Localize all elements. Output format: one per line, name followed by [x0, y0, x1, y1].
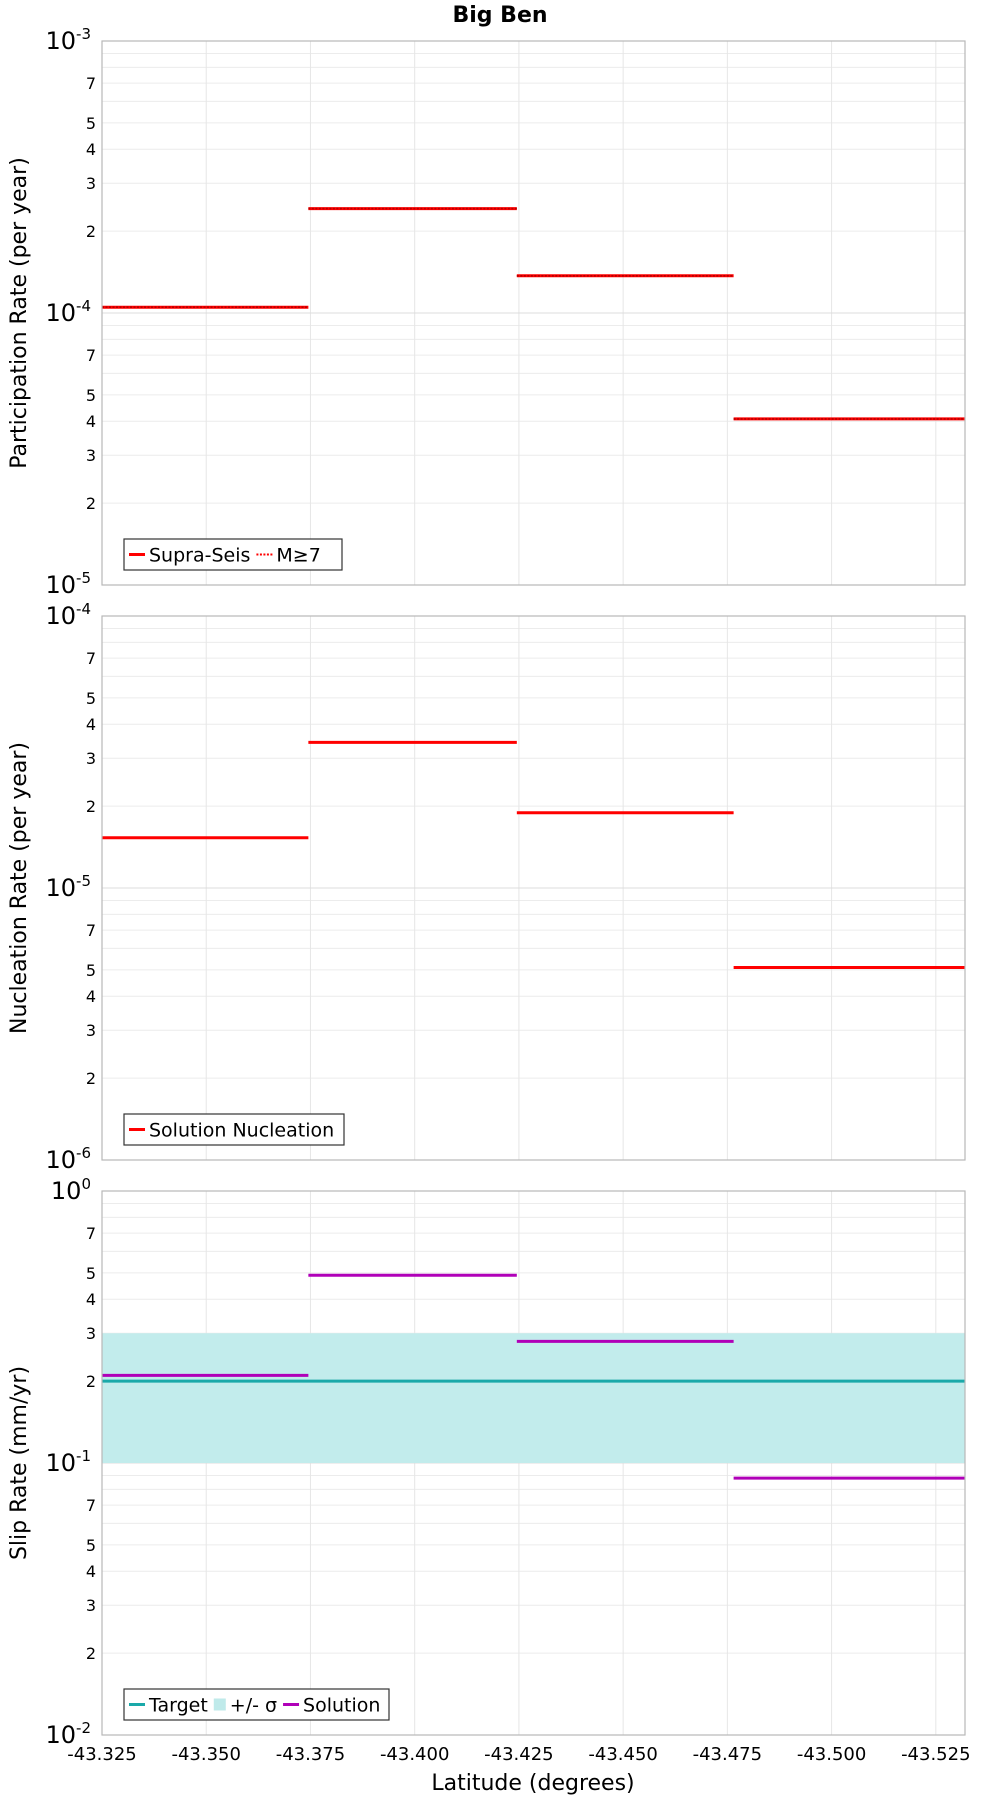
tick-base: 10 — [45, 1146, 76, 1174]
tick-exponent: -6 — [76, 1144, 91, 1162]
tick-base: 10 — [45, 299, 76, 327]
plot-frame — [101, 40, 966, 586]
legend-label: Target — [148, 1695, 208, 1717]
y-major-tick-label: 100 — [51, 1175, 91, 1205]
y-major-tick-label: 10-6 — [45, 1144, 91, 1174]
tick-exponent: 0 — [81, 1175, 91, 1193]
tick-exponent: -3 — [76, 25, 91, 43]
x-tick-label: -43.400 — [380, 1744, 449, 1765]
y-minor-tick-label: 5 — [86, 114, 96, 133]
x-tick-label: -43.325 — [67, 1744, 136, 1765]
y-major-tick-label: 10-1 — [45, 1447, 91, 1477]
y-minor-tick-label: 3 — [86, 1324, 96, 1343]
legend-label: +/- σ — [230, 1695, 277, 1717]
y-axis-label: Slip Rate (mm/yr) — [7, 1366, 32, 1560]
y-minor-tick-label: 2 — [86, 222, 96, 241]
legend: Solution Nucleation — [123, 1113, 345, 1146]
x-tick-label: -43.425 — [484, 1744, 553, 1765]
tick-base: 10 — [45, 27, 76, 55]
y-major-tick-label: 10-3 — [45, 25, 91, 55]
y-minor-tick-label: 3 — [86, 174, 96, 193]
legend-label: M≥7 — [276, 545, 320, 567]
y-minor-tick-label: 2 — [86, 797, 96, 816]
y-minor-tick-label: 2 — [86, 1069, 96, 1088]
y-minor-tick-label: 7 — [86, 649, 96, 668]
y-minor-tick-label: 3 — [86, 446, 96, 465]
x-tick-label: -43.350 — [171, 1744, 240, 1765]
legend: Target +/- σ Solution — [123, 1688, 390, 1721]
x-tick-label: -43.500 — [797, 1744, 866, 1765]
y-major-tick-label: 10-5 — [45, 872, 91, 902]
y-minor-tick-label: 3 — [86, 749, 96, 768]
legend-box — [123, 538, 343, 571]
tick-base: 10 — [51, 1177, 82, 1205]
x-axis-label: Latitude (degrees) — [431, 1771, 634, 1796]
y-major-tick-label: 10-5 — [45, 569, 91, 599]
y-major-tick-label: 10-4 — [45, 600, 91, 630]
tick-base: 10 — [45, 1449, 76, 1477]
tick-exponent: -1 — [76, 1447, 91, 1465]
y-axis-label: Participation Rate (per year) — [7, 157, 32, 469]
y-major-tick-label: 10-4 — [45, 297, 91, 327]
y-minor-tick-label: 7 — [86, 346, 96, 365]
y-minor-tick-label: 4 — [86, 715, 96, 734]
y-minor-tick-label: 7 — [86, 1224, 96, 1243]
tick-base: 10 — [45, 1721, 76, 1749]
y-minor-tick-label: 4 — [86, 412, 96, 431]
tick-exponent: -2 — [76, 1719, 91, 1737]
x-tick-label: -43.475 — [693, 1744, 762, 1765]
y-minor-tick-label: 3 — [86, 1596, 96, 1615]
legend-label: Supra-Seis — [149, 545, 250, 567]
y-minor-tick-label: 4 — [86, 1562, 96, 1581]
y-minor-tick-label: 4 — [86, 987, 96, 1006]
legend-box — [123, 1113, 345, 1146]
y-minor-tick-label: 5 — [86, 386, 96, 405]
y-minor-tick-label: 7 — [86, 74, 96, 93]
tick-exponent: -5 — [76, 872, 91, 890]
tick-exponent: -4 — [76, 600, 91, 618]
y-minor-tick-label: 5 — [86, 961, 96, 980]
tick-base: 10 — [45, 874, 76, 902]
y-minor-tick-label: 4 — [86, 140, 96, 159]
y-minor-tick-label: 2 — [86, 1644, 96, 1663]
y-axis-label: Nucleation Rate (per year) — [7, 742, 32, 1034]
y-minor-tick-label: 7 — [86, 921, 96, 940]
y-minor-tick-label: 3 — [86, 1021, 96, 1040]
legend-label: Solution Nucleation — [149, 1120, 334, 1142]
y-minor-tick-label: 5 — [86, 1536, 96, 1555]
y-minor-tick-label: 5 — [86, 689, 96, 708]
sigma-band — [102, 1333, 965, 1463]
legend-swatch — [213, 1698, 226, 1711]
plot-frame — [101, 615, 966, 1161]
tick-exponent: -4 — [76, 297, 91, 315]
plot-frame — [101, 1190, 966, 1736]
legend-box — [123, 1688, 390, 1721]
legend: Supra-Seis M≥7 — [123, 538, 343, 571]
tick-exponent: -5 — [76, 569, 91, 587]
y-minor-tick-label: 4 — [86, 1290, 96, 1309]
y-minor-tick-label: 2 — [86, 494, 96, 513]
figure-title: Big Ben — [452, 3, 547, 28]
legend-label: Solution — [303, 1695, 380, 1717]
x-tick-label: -43.525 — [901, 1744, 970, 1765]
tick-base: 10 — [45, 602, 76, 630]
y-minor-tick-label: 2 — [86, 1372, 96, 1391]
y-minor-tick-label: 5 — [86, 1264, 96, 1283]
y-major-tick-label: 10-2 — [45, 1719, 91, 1749]
x-tick-label: -43.450 — [588, 1744, 657, 1765]
tick-base: 10 — [45, 571, 76, 599]
y-minor-tick-label: 7 — [86, 1496, 96, 1515]
x-tick-label: -43.375 — [276, 1744, 345, 1765]
